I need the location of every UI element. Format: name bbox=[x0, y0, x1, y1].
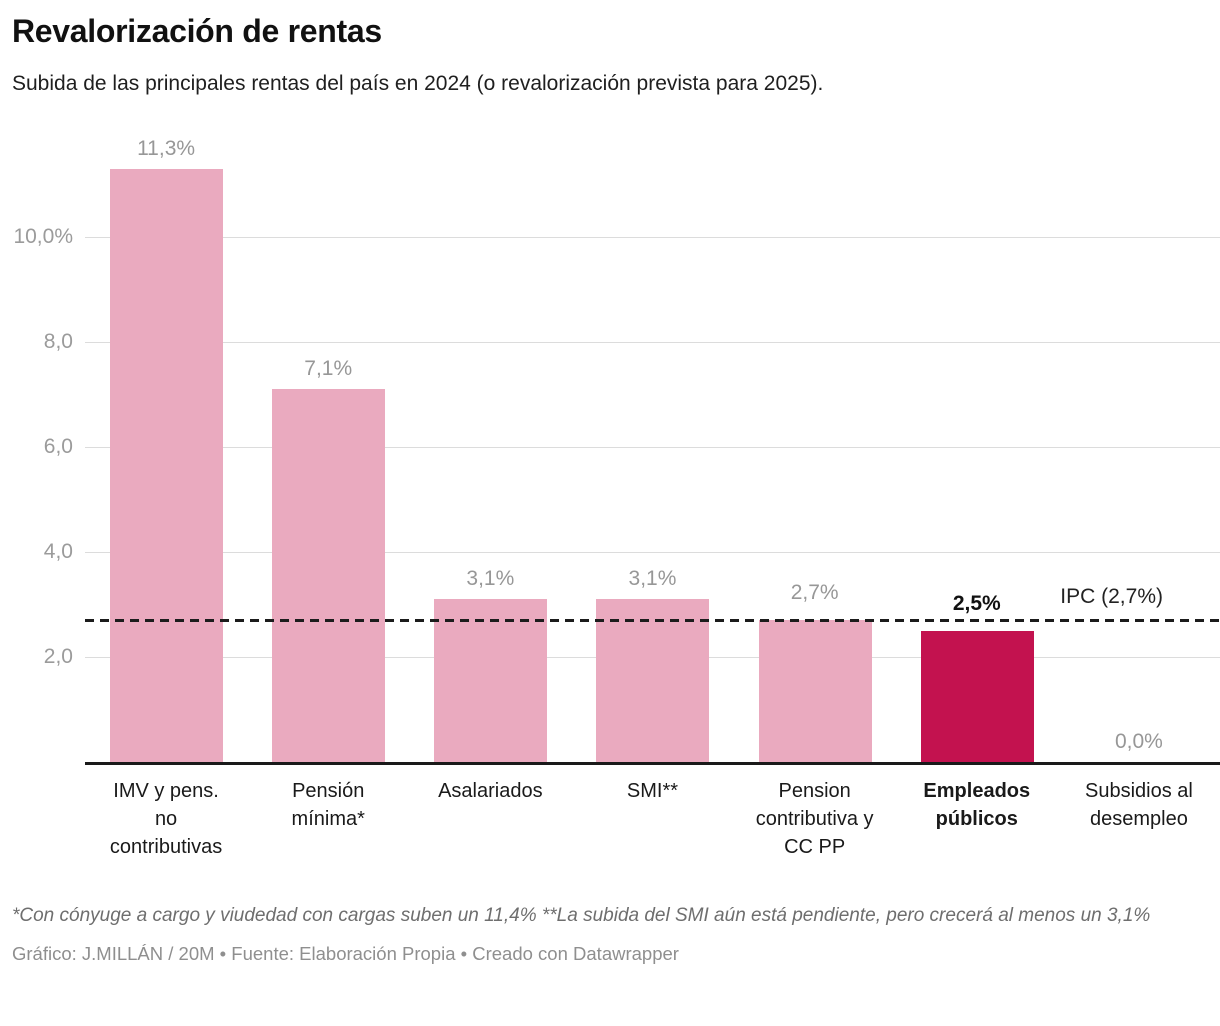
bar-highlighted bbox=[920, 630, 1034, 762]
bars-row: 11,3% 7,1% 3,1% 3,1% 2,7% 2,5% 0,0% bbox=[85, 132, 1220, 762]
chart-subtitle: Subida de las principales rentas del paí… bbox=[12, 72, 824, 95]
bar bbox=[758, 620, 872, 762]
bar-slot: 11,3% bbox=[85, 132, 247, 762]
plot-area: 11,3% 7,1% 3,1% 3,1% 2,7% 2,5% 0,0% IPC (2,7%) bbox=[85, 132, 1220, 762]
bar-value-label: 0,0% bbox=[1114, 730, 1163, 753]
category-label: Subsidios al desempleo bbox=[1084, 780, 1193, 830]
byline: Gráfico: J.MILLÁN / 20M • Fuente: Elabor… bbox=[12, 943, 679, 964]
page-title: Revalorización de rentas bbox=[12, 13, 382, 49]
bar-slot: 2,5% bbox=[896, 132, 1058, 762]
y-tick-label: 2,0 bbox=[43, 645, 73, 668]
bar-value-label: 2,5% bbox=[952, 591, 1001, 615]
category-label: Pension contributiva y CC PP bbox=[755, 780, 874, 858]
bar-value-label: 3,1% bbox=[466, 567, 515, 591]
bar-slot: 7,1% bbox=[247, 132, 409, 762]
bar-slot: 0,0% bbox=[1058, 132, 1220, 762]
gridline bbox=[85, 341, 1220, 343]
category-label: Asalariados bbox=[438, 780, 543, 802]
y-tick-label: 4,0 bbox=[43, 540, 73, 563]
bar-value-label: 2,7% bbox=[790, 581, 839, 605]
bar-slot: 2,7% bbox=[734, 132, 896, 762]
gridline bbox=[85, 446, 1220, 448]
bar bbox=[434, 599, 548, 762]
category-label: Empleados públicos bbox=[923, 780, 1031, 830]
bar-slot: 3,1% bbox=[409, 132, 571, 762]
bar bbox=[272, 389, 386, 762]
bar-value-label: 3,1% bbox=[628, 567, 677, 591]
category-label: SMI** bbox=[626, 780, 679, 802]
y-tick-label: 10,0% bbox=[13, 225, 73, 248]
x-axis-line bbox=[85, 762, 1220, 765]
gridline bbox=[85, 236, 1220, 238]
y-axis-labels: 2,0 4,0 6,0 8,0 10,0% bbox=[12, 132, 73, 762]
y-tick-label: 8,0 bbox=[43, 330, 73, 353]
x-axis-labels: IMV y pens. no contributivas Pensión mínima*… bbox=[85, 777, 1220, 861]
bar-value-label: 7,1% bbox=[304, 357, 353, 381]
bar bbox=[596, 599, 710, 762]
bar-slot: 3,1% bbox=[571, 132, 733, 762]
ipc-line-label: IPC (2,7%) bbox=[1060, 585, 1163, 609]
footnote: *Con cónyuge a cargo y viudedad con carg… bbox=[12, 905, 1151, 926]
bar-value-label: 11,3% bbox=[137, 136, 196, 160]
gridline bbox=[85, 551, 1220, 553]
bar bbox=[110, 168, 224, 762]
category-label: Pensión mínima* bbox=[291, 780, 365, 830]
ipc-reference-line bbox=[85, 618, 1220, 622]
category-label: IMV y pens. no contributivas bbox=[109, 780, 223, 858]
bar-chart: 2,0 4,0 6,0 8,0 10,0% 11,3% 7,1% 3,1% 3,1% 2,7% 2… bbox=[12, 132, 1220, 876]
y-tick-label: 6,0 bbox=[43, 435, 73, 458]
